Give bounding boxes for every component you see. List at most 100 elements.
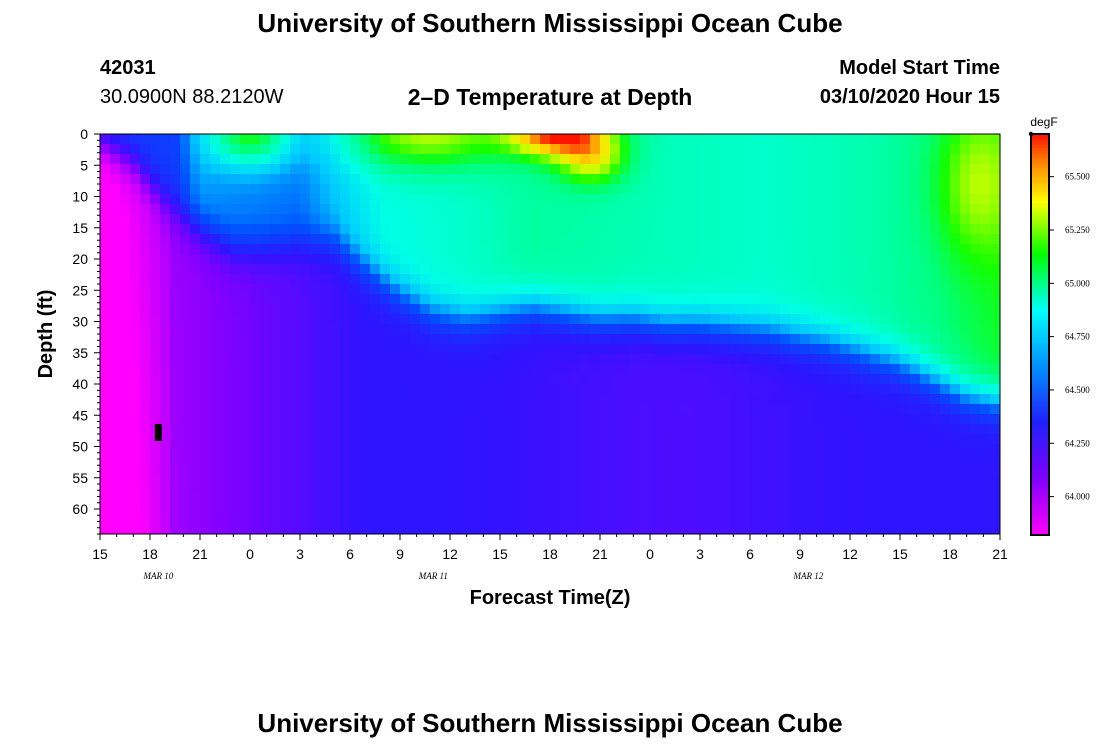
heatmap-cell [900,274,911,285]
heatmap-cell [850,304,861,315]
heatmap-cell [970,244,981,255]
heatmap-cell [310,324,321,335]
heatmap-cell [920,464,931,475]
heatmap-cell [930,264,941,275]
heatmap-cell [770,294,781,305]
heatmap-cell [580,354,591,365]
heatmap-cell [850,274,861,285]
heatmap-cell [720,204,731,215]
heatmap-cell [810,254,821,265]
heatmap-cell [490,184,501,195]
model-start-label: Model Start Time [839,57,1000,79]
heatmap-cell [370,284,381,295]
heatmap-cell [780,404,791,415]
heatmap-cell [700,524,711,534]
heatmap-cell [700,334,711,345]
heatmap-cell [220,174,231,185]
heatmap-cell [770,344,781,355]
heatmap-cell [410,144,421,155]
heatmap-cell [890,314,901,325]
heatmap-cell [520,164,531,175]
heatmap-cell [200,444,211,455]
heatmap-cell [580,344,591,355]
heatmap-cell [100,284,111,295]
heatmap-cell [890,134,901,145]
heatmap-cell [540,514,551,525]
heatmap-cell [760,324,771,335]
heatmap-cell [760,244,771,255]
heatmap-cell [590,384,601,395]
heatmap-cell [880,374,891,385]
heatmap-cell [320,394,331,405]
heatmap-cell [910,254,921,265]
heatmap-cell [410,444,421,455]
heatmap-cell [390,214,401,225]
x-date-label: MAR 11 [418,571,448,581]
heatmap-cell [610,414,621,425]
heatmap-cell [400,284,411,295]
heatmap-cell [510,234,521,245]
heatmap-cell [630,464,641,475]
heatmap-cell [770,264,781,275]
heatmap-cell [760,184,771,195]
heatmap-cell [840,254,851,265]
heatmap-cell [270,524,281,534]
heatmap-cell [170,454,181,465]
heatmap-cell [440,294,451,305]
heatmap-cell [220,434,231,445]
heatmap-cell [610,434,621,445]
heatmap-cell [560,244,571,255]
heatmap-cell [840,184,851,195]
heatmap-cell [760,514,771,525]
heatmap-cell [640,524,651,534]
heatmap-cell [270,284,281,295]
heatmap-cell [490,174,501,185]
heatmap-cell [500,414,511,425]
heatmap-cell [970,404,981,415]
heatmap-cell [200,474,211,485]
heatmap-cell [460,234,471,245]
heatmap-cell [630,274,641,285]
heatmap-cell [950,254,961,265]
heatmap-cell [620,464,631,475]
heatmap-cell [400,334,411,345]
heatmap-cell [600,434,611,445]
heatmap-cell [420,334,431,345]
heatmap-cell [950,364,961,375]
heatmap-cell [950,524,961,534]
heatmap-cell [240,504,251,515]
heatmap-cell [260,244,271,255]
heatmap-cell [450,364,461,375]
heatmap-cell [750,184,761,195]
heatmap-cell [760,354,771,365]
heatmap-cell [670,154,681,165]
heatmap-cell [560,394,571,405]
heatmap-cell [640,474,651,485]
heatmap-cell [240,474,251,485]
heatmap-cell [740,344,751,355]
heatmap-cell [740,224,751,235]
heatmap-cell [750,294,761,305]
heatmap-cell [810,234,821,245]
heatmap-cell [720,214,731,225]
heatmap-cell [100,314,111,325]
heatmap-cell [130,254,141,265]
heatmap-cell [710,504,721,515]
heatmap-cell [640,144,651,155]
heatmap-cell [800,314,811,325]
heatmap-cell [540,404,551,415]
heatmap-cell [920,264,931,275]
heatmap-cell [460,294,471,305]
heatmap-cell [350,524,361,534]
heatmap-cell [370,194,381,205]
heatmap-cell [710,274,721,285]
heatmap-cell [860,224,871,235]
heatmap-cell [130,154,141,165]
heatmap-cell [950,284,961,295]
heatmap-cell [820,134,831,145]
heatmap-cell [350,264,361,275]
heatmap-cell [200,244,211,255]
heatmap-cell [310,394,321,405]
heatmap-cell [800,234,811,245]
heatmap-cell [830,164,841,175]
